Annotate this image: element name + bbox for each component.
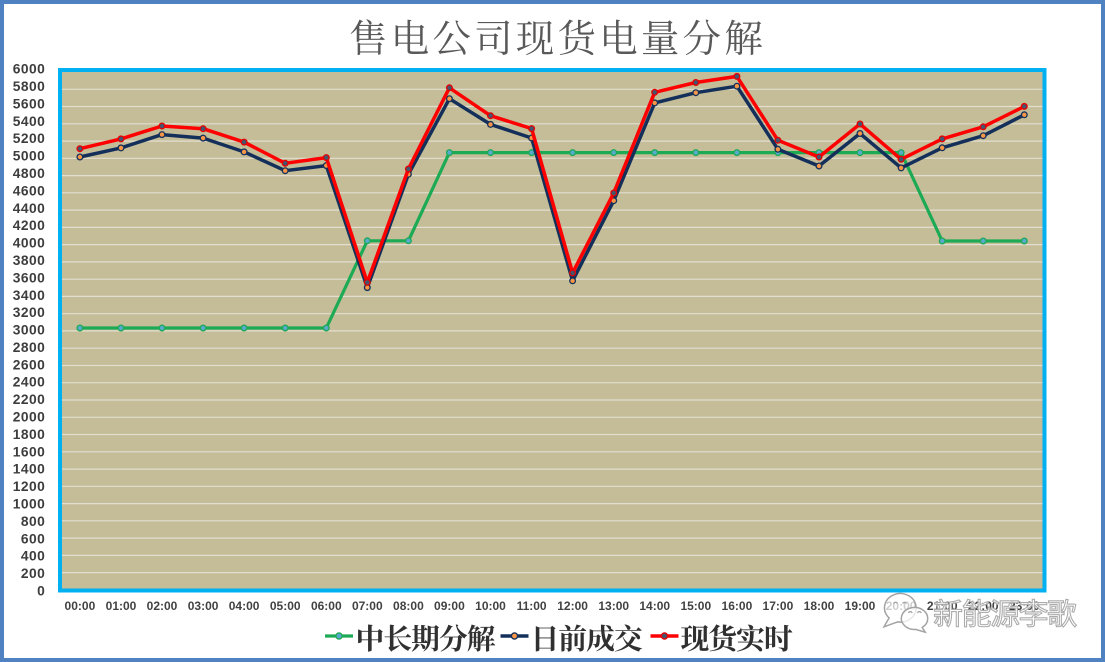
svg-text:17:00: 17:00 <box>763 599 794 613</box>
svg-text:03:00: 03:00 <box>188 599 219 613</box>
svg-text:3800: 3800 <box>13 253 46 268</box>
svg-text:2600: 2600 <box>13 357 46 372</box>
svg-text:2400: 2400 <box>13 375 46 390</box>
svg-text:5600: 5600 <box>13 96 46 111</box>
svg-text:600: 600 <box>21 531 45 546</box>
svg-text:07:00: 07:00 <box>352 599 383 613</box>
svg-text:3200: 3200 <box>13 305 46 320</box>
svg-text:05:00: 05:00 <box>270 599 301 613</box>
svg-text:14:00: 14:00 <box>639 599 670 613</box>
svg-text:800: 800 <box>21 514 45 529</box>
svg-text:2200: 2200 <box>13 392 46 407</box>
svg-text:3600: 3600 <box>13 270 46 285</box>
svg-text:5800: 5800 <box>13 79 46 94</box>
svg-text:11:00: 11:00 <box>517 599 547 613</box>
svg-text:02:00: 02:00 <box>147 599 178 613</box>
svg-text:0: 0 <box>37 584 45 599</box>
svg-text:1400: 1400 <box>13 462 46 477</box>
svg-text:5000: 5000 <box>13 149 46 164</box>
svg-text:13:00: 13:00 <box>598 599 629 613</box>
svg-text:10:00: 10:00 <box>475 599 506 613</box>
svg-text:00:00: 00:00 <box>65 599 96 613</box>
svg-text:400: 400 <box>21 549 45 564</box>
svg-text:04:00: 04:00 <box>229 599 260 613</box>
svg-text:16:00: 16:00 <box>722 599 753 613</box>
svg-text:4000: 4000 <box>13 236 46 251</box>
svg-text:18:00: 18:00 <box>804 599 835 613</box>
svg-text:4400: 4400 <box>13 201 46 216</box>
svg-text:5200: 5200 <box>13 131 46 146</box>
svg-text:15:00: 15:00 <box>680 599 711 613</box>
svg-text:06:00: 06:00 <box>311 599 342 613</box>
svg-text:3000: 3000 <box>13 323 46 338</box>
svg-text:1000: 1000 <box>13 497 46 512</box>
svg-text:01:00: 01:00 <box>106 599 137 613</box>
svg-text:5400: 5400 <box>13 114 46 129</box>
svg-text:1200: 1200 <box>13 479 46 494</box>
svg-text:4800: 4800 <box>13 166 46 181</box>
svg-text:3400: 3400 <box>13 288 46 303</box>
svg-text:19:00: 19:00 <box>845 599 876 613</box>
svg-text:2800: 2800 <box>13 340 46 355</box>
svg-text:200: 200 <box>21 566 45 581</box>
svg-text:12:00: 12:00 <box>557 599 588 613</box>
svg-text:08:00: 08:00 <box>393 599 424 613</box>
svg-text:2000: 2000 <box>13 410 46 425</box>
svg-text:6000: 6000 <box>13 62 46 77</box>
svg-text:4600: 4600 <box>13 183 46 198</box>
svg-text:1600: 1600 <box>13 444 46 459</box>
svg-text:4200: 4200 <box>13 218 46 233</box>
svg-text:1800: 1800 <box>13 427 46 442</box>
svg-text:09:00: 09:00 <box>434 599 465 613</box>
